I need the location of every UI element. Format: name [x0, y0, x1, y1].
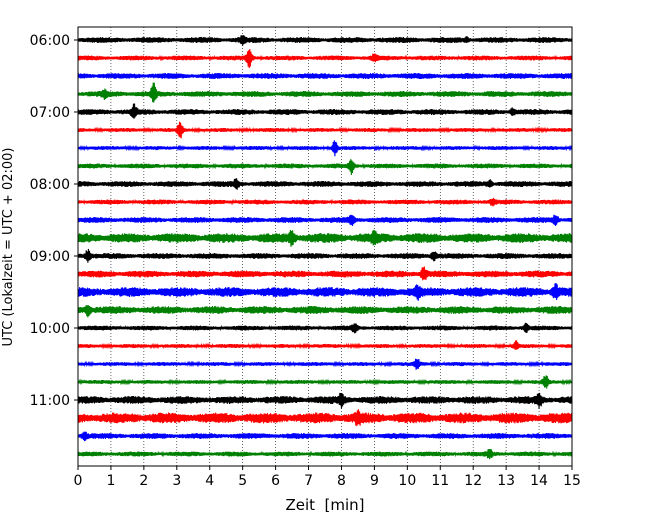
- x-tick-label: 12: [464, 473, 482, 489]
- x-tick-label: 2: [139, 473, 148, 489]
- x-tick-label: 7: [304, 473, 313, 489]
- trace-row: [77, 340, 573, 350]
- x-tick-label: 11: [431, 473, 449, 489]
- trace-row: [77, 197, 573, 207]
- seismic-trace: [77, 358, 573, 370]
- y-axis-ticks: 06:00 07:00 08:00 09:00 10:00 11:00: [30, 33, 78, 409]
- x-tick-label: 14: [530, 473, 548, 489]
- trace-row: [77, 266, 573, 281]
- seismic-trace: [77, 266, 573, 281]
- trace-row: [77, 409, 573, 427]
- seismic-trace: [77, 197, 573, 207]
- seismic-trace: [77, 283, 573, 301]
- seismic-trace: [77, 103, 573, 119]
- trace-row: [77, 283, 573, 301]
- trace-row: [77, 322, 573, 334]
- trace-row: [77, 392, 573, 410]
- seismic-trace: [77, 140, 573, 157]
- trace-row: [77, 229, 573, 247]
- seismic-trace: [77, 431, 573, 442]
- minute-grid: [110, 27, 540, 466]
- seismic-trace: [77, 82, 573, 103]
- x-tick-label: 8: [337, 473, 346, 489]
- seismic-trace: [77, 48, 573, 69]
- plot-frame: [77, 26, 573, 467]
- trace-row: [77, 103, 573, 119]
- trace-row: [77, 140, 573, 157]
- x-tick-label: 10: [398, 473, 416, 489]
- y-tick-label: 11:00: [30, 393, 70, 409]
- trace-row: [77, 34, 573, 46]
- seismic-trace: [77, 340, 573, 350]
- seismic-trace: [77, 248, 573, 263]
- trace-row: [77, 449, 573, 460]
- seismic-trace: [77, 159, 573, 176]
- trace-row: [77, 431, 573, 442]
- y-tick-label: 10:00: [30, 321, 70, 337]
- trace-row: [77, 121, 573, 139]
- x-tick-label: 13: [497, 473, 515, 489]
- x-tick-label: 4: [205, 473, 214, 489]
- x-tick-label: 15: [563, 473, 581, 489]
- x-tick-label: 3: [172, 473, 181, 489]
- seismic-trace: [77, 121, 573, 139]
- seismic-trace: [77, 392, 573, 410]
- y-tick-label: 09:00: [30, 249, 70, 265]
- x-tick-label: 9: [370, 473, 379, 489]
- trace-row: [77, 82, 573, 103]
- trace-row: [77, 178, 573, 190]
- x-axis-ticks: 0 1 2 3 4 5 6 7 8 9 10 11 12 13 14 15: [74, 466, 581, 489]
- x-tick-label: 1: [106, 473, 115, 489]
- trace-row: [77, 375, 573, 389]
- seismic-trace: [77, 305, 573, 318]
- y-tick-label: 07:00: [30, 105, 70, 121]
- y-tick-label: 06:00: [30, 33, 70, 49]
- trace-row: [77, 159, 573, 176]
- trace-row: [77, 72, 573, 80]
- trace-row: [77, 48, 573, 69]
- seismic-trace: [77, 449, 573, 460]
- trace-stack: [77, 34, 573, 460]
- trace-row: [77, 248, 573, 263]
- seismic-trace: [77, 229, 573, 247]
- x-tick-label: 5: [238, 473, 247, 489]
- seismic-trace: [77, 72, 573, 80]
- seismic-trace: [77, 322, 573, 334]
- trace-row: [77, 214, 573, 226]
- trace-row: [77, 305, 573, 318]
- seismic-trace: [77, 409, 573, 427]
- x-axis-label: Zeit [min]: [285, 496, 364, 514]
- y-axis-label: UTC (Lokalzeit = UTC + 02:00): [1, 148, 16, 347]
- trace-row: [77, 358, 573, 370]
- seismic-trace: [77, 178, 573, 190]
- seismic-trace: [77, 214, 573, 226]
- x-tick-label: 6: [271, 473, 280, 489]
- y-tick-label: 08:00: [30, 177, 70, 193]
- seismic-trace: [77, 34, 573, 46]
- seismic-trace: [77, 375, 573, 389]
- x-tick-label: 0: [74, 473, 83, 489]
